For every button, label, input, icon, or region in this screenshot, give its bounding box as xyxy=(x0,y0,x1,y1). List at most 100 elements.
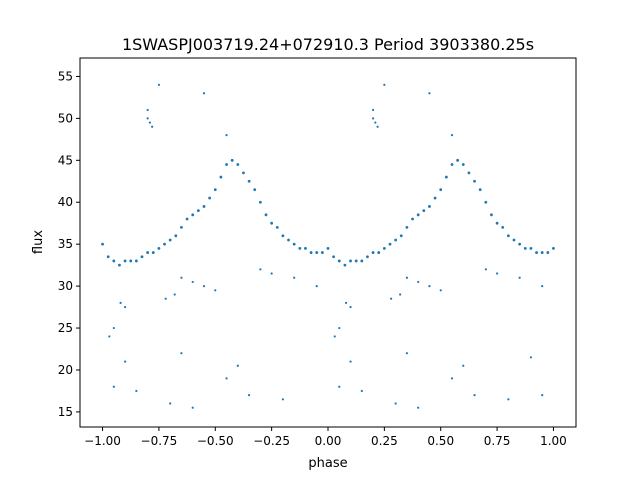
data-point xyxy=(140,255,144,259)
outlier-point xyxy=(236,364,239,367)
y-tick-label: 20 xyxy=(58,363,73,377)
data-point xyxy=(219,175,223,179)
outlier-point xyxy=(338,385,341,388)
data-point xyxy=(382,246,386,250)
outlier-point xyxy=(123,305,127,309)
data-point xyxy=(196,209,200,213)
data-point xyxy=(535,251,538,254)
data-point xyxy=(461,163,465,166)
outlier-point xyxy=(112,326,115,330)
outlier-point xyxy=(146,117,149,120)
data-point xyxy=(253,188,257,192)
data-point xyxy=(546,251,550,254)
data-point xyxy=(174,234,178,238)
plot-area-frame xyxy=(79,57,577,428)
data-point xyxy=(230,158,234,162)
outlier-point xyxy=(417,280,420,284)
scatter-points xyxy=(101,83,555,409)
outlier-point xyxy=(202,285,206,288)
chart-title: 1SWASPJ003719.24+072910.3 Period 3903380… xyxy=(122,35,534,54)
data-point xyxy=(428,205,431,208)
outlier-point xyxy=(405,352,409,355)
x-tick-label: −0.50 xyxy=(197,434,234,448)
outlier-point xyxy=(214,289,217,292)
outlier-point xyxy=(529,356,533,359)
outlier-point xyxy=(180,276,183,279)
data-point xyxy=(399,234,403,238)
data-point xyxy=(270,221,274,225)
data-point xyxy=(349,259,352,263)
x-tick-label: 0.50 xyxy=(427,434,454,448)
data-point xyxy=(405,226,409,229)
data-point xyxy=(129,259,133,263)
outlier-point xyxy=(371,108,375,112)
x-tick-label: 0.00 xyxy=(315,434,342,448)
data-point xyxy=(422,209,426,213)
y-axis: 15 20 25 30 35 40 45 50 55 xyxy=(58,69,80,419)
outlier-point xyxy=(390,297,393,300)
data-point xyxy=(456,158,460,162)
outlier-point xyxy=(225,377,228,380)
data-point xyxy=(298,246,302,250)
outlier-point xyxy=(180,352,183,355)
outlier-point xyxy=(473,394,476,397)
data-point xyxy=(484,200,488,204)
outlier-point xyxy=(450,134,454,137)
outlier-point xyxy=(191,406,194,409)
data-point xyxy=(191,213,195,217)
outlier-point xyxy=(394,402,397,405)
outlier-point xyxy=(191,280,194,284)
outlier-point xyxy=(259,268,262,271)
y-tick-label: 25 xyxy=(58,321,73,335)
outlier-point xyxy=(417,406,420,409)
data-point xyxy=(315,251,319,254)
y-tick-label: 40 xyxy=(58,195,73,209)
data-point xyxy=(473,179,476,183)
data-point xyxy=(552,246,555,250)
outlier-point xyxy=(360,389,363,393)
outlier-point xyxy=(518,276,521,279)
data-point xyxy=(411,217,414,221)
x-tick-label: 0.25 xyxy=(371,434,398,448)
data-point xyxy=(343,263,347,267)
data-point xyxy=(501,226,505,229)
outlier-point xyxy=(405,276,409,279)
data-point xyxy=(292,242,296,246)
x-axis: −1.00 −0.75 −0.50 −0.25 0.00 0.25 0.50 0.75 1.00 xyxy=(84,427,567,448)
data-point xyxy=(540,251,544,254)
outlier-point xyxy=(148,121,151,124)
data-point xyxy=(134,259,138,263)
data-point xyxy=(478,188,482,192)
data-point xyxy=(242,171,245,175)
data-point xyxy=(180,226,183,229)
outlier-point xyxy=(293,276,296,279)
y-tick-label: 55 xyxy=(58,69,73,83)
data-point xyxy=(309,251,313,254)
outlier-point xyxy=(541,394,544,397)
data-point xyxy=(332,255,336,259)
data-point xyxy=(394,238,398,242)
data-point xyxy=(287,238,290,242)
data-point xyxy=(157,246,161,250)
outlier-point xyxy=(157,83,161,86)
outlier-point xyxy=(376,125,379,128)
data-point xyxy=(258,200,262,204)
data-point xyxy=(360,259,364,263)
data-point xyxy=(529,246,533,250)
data-point xyxy=(146,251,150,254)
outlier-point xyxy=(202,92,206,95)
x-tick-label: 1.00 xyxy=(540,434,567,448)
outlier-point xyxy=(344,301,348,304)
outlier-point xyxy=(333,335,336,338)
data-point xyxy=(112,259,116,263)
outlier-point xyxy=(495,272,499,275)
outlier-point xyxy=(281,398,285,401)
data-point xyxy=(236,163,240,166)
y-tick-label: 15 xyxy=(58,405,73,419)
data-point xyxy=(523,246,527,250)
data-point xyxy=(326,246,330,250)
x-tick-label: 0.75 xyxy=(484,434,511,448)
y-tick-label: 35 xyxy=(58,237,73,251)
outlier-point xyxy=(135,389,138,393)
